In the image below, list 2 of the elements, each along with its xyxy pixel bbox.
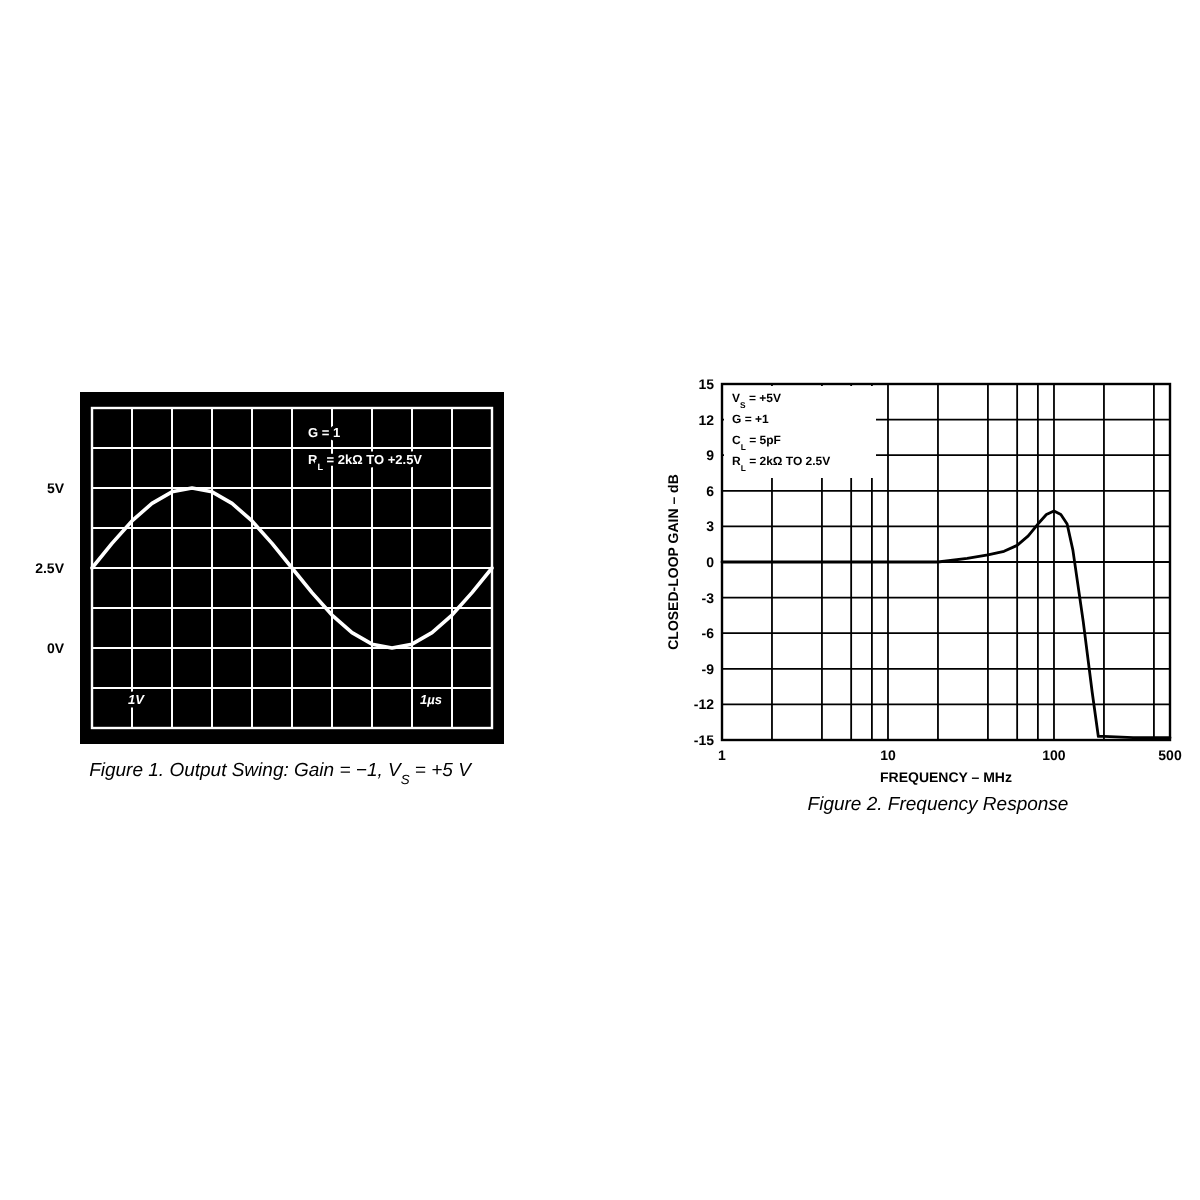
text: Figure 2. Frequency Response	[807, 794, 1069, 816]
text: Figure 1. Output Swing: Gain = −1, V$_{S}$ = +5 V	[89, 760, 475, 787]
